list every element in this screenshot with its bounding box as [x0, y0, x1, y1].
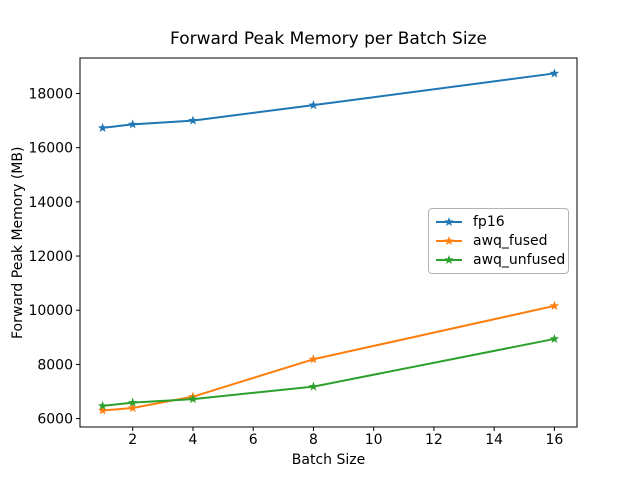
series-marker-fp16 — [188, 115, 198, 125]
y-tick-label: 18000 — [28, 86, 73, 102]
series-marker-awq_unfused — [97, 400, 108, 410]
series-marker-awq_unfused — [308, 381, 319, 391]
legend-label-awq_fused: awq_fused — [473, 232, 548, 249]
series-marker-awq_fused — [308, 354, 319, 364]
y-tick-label: 6000 — [37, 412, 73, 428]
x-tick-label: 16 — [545, 432, 563, 448]
series-marker-fp16 — [97, 122, 108, 132]
y-tick-label: 10000 — [28, 303, 73, 319]
x-tick-label: 12 — [425, 432, 443, 448]
series-marker-awq_fused — [127, 403, 138, 413]
series-marker-awq_unfused — [549, 333, 560, 343]
series-marker-fp16 — [308, 100, 319, 110]
x-tick-label: 10 — [365, 432, 383, 448]
legend: fp16 awq_fused awq_unfused — [428, 208, 569, 274]
y-tick-label: 16000 — [28, 141, 73, 157]
legend-item-awq_fused: awq_fused — [429, 231, 568, 250]
legend-label-fp16: fp16 — [473, 213, 505, 230]
x-tick-label: 6 — [249, 432, 258, 448]
legend-line-marker-swatch — [436, 233, 462, 249]
series-line-awq_fused — [101, 304, 556, 412]
y-tick-label: 14000 — [28, 195, 73, 211]
axes-frame — [79, 57, 578, 428]
x-tick-label: 4 — [188, 432, 197, 448]
x-tick-label: 8 — [309, 432, 318, 448]
x-tick-label: 14 — [485, 432, 503, 448]
legend-line-marker-swatch — [436, 214, 462, 230]
series-marker-awq_unfused — [188, 394, 198, 404]
legend-line-marker-swatch — [436, 252, 462, 268]
legend-item-awq_unfused: awq_unfused — [429, 251, 568, 270]
x-tick-label: 2 — [128, 432, 137, 448]
y-tick-label: 8000 — [37, 357, 73, 373]
y-tick-label: 12000 — [28, 249, 73, 265]
series-line-awq_unfused — [101, 337, 556, 407]
series-line-fp16 — [101, 72, 556, 129]
series-marker-fp16 — [127, 119, 138, 129]
series-marker-fp16 — [549, 68, 560, 78]
series-marker-awq_fused — [549, 300, 560, 310]
legend-item-fp16: fp16 — [429, 212, 568, 231]
series-marker-awq_unfused — [127, 397, 138, 407]
series-marker-awq_fused — [97, 405, 108, 415]
x-axis-label: Batch Size — [291, 452, 366, 468]
legend-label-awq_unfused: awq_unfused — [473, 252, 566, 269]
chart-title: Forward Peak Memory per Batch Size — [170, 29, 487, 49]
